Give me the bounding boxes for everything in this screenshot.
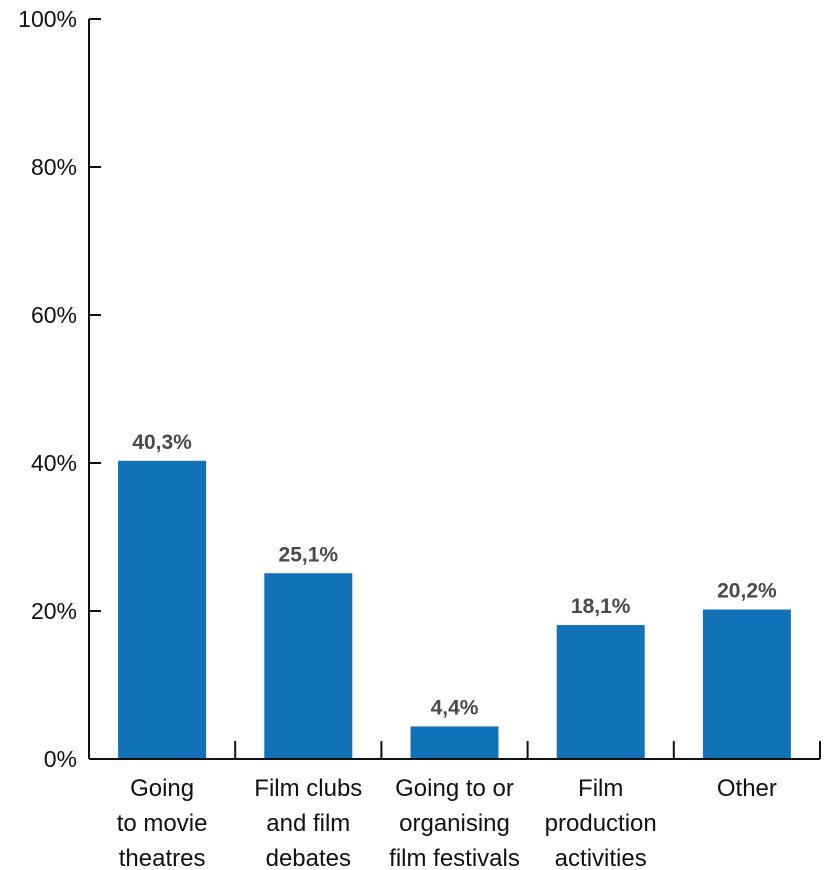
bar bbox=[702, 609, 791, 759]
category-labels: Going to movie theatres Film clubs and film d… bbox=[117, 775, 777, 870]
bar-value-label: 20,2% bbox=[717, 580, 777, 603]
category-label: Other bbox=[717, 775, 777, 802]
category-label: debates bbox=[266, 845, 351, 870]
bar-value-label: 4,4% bbox=[431, 696, 479, 719]
bar bbox=[556, 625, 645, 759]
category-label: Film clubs bbox=[254, 775, 362, 802]
category-label: to movie bbox=[117, 810, 208, 837]
bar bbox=[118, 460, 207, 759]
category-label: film festivals bbox=[389, 845, 520, 870]
bar-value-label: 18,1% bbox=[571, 595, 631, 618]
y-axis-ticks: 0% 20% 40% 60% 80% 100% bbox=[18, 6, 101, 772]
category-label: Film bbox=[578, 775, 623, 802]
bars bbox=[118, 460, 791, 759]
category-label: Going to or bbox=[395, 775, 514, 802]
bar bbox=[264, 573, 353, 759]
category-label: organising bbox=[399, 810, 510, 837]
y-tick-label: 20% bbox=[31, 598, 77, 624]
category-label: activities bbox=[555, 845, 647, 870]
category-label: and film bbox=[266, 810, 350, 837]
x-axis-ticks bbox=[234, 741, 821, 759]
y-tick-label: 40% bbox=[31, 450, 77, 476]
category-label: Going bbox=[130, 775, 194, 802]
y-tick-label: 100% bbox=[18, 6, 77, 32]
category-label: production bbox=[545, 810, 657, 837]
y-tick-label: 80% bbox=[31, 154, 77, 180]
y-tick-label: 0% bbox=[44, 746, 77, 772]
data-labels: 40,3% 25,1% 4,4% 18,1% 20,2% bbox=[132, 431, 777, 720]
bar-value-label: 40,3% bbox=[132, 431, 192, 454]
bar-value-label: 25,1% bbox=[279, 543, 339, 566]
category-label: theatres bbox=[119, 845, 206, 870]
bar bbox=[410, 726, 499, 759]
y-tick-label: 60% bbox=[31, 302, 77, 328]
